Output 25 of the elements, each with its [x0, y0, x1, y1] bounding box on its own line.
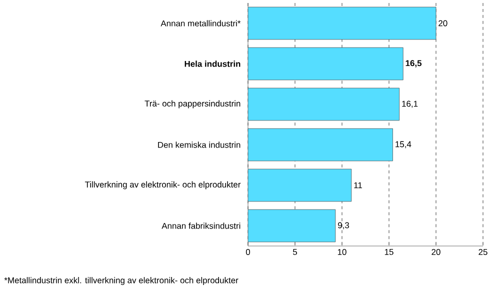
- x-tick-label: 25: [478, 249, 488, 256]
- data-label: 11: [354, 182, 362, 188]
- text: *Metallindustrin exkl. tillverkning av elektronik- och elprodukter: [4, 277, 238, 285]
- y-tick-label: Hela industrin: [184, 60, 240, 67]
- data-label: 9,3: [338, 222, 350, 230]
- bar: [248, 209, 336, 242]
- y-tick-label: Annan fabriksindustri: [162, 222, 240, 229]
- bar: [248, 6, 436, 40]
- bar: [248, 88, 400, 121]
- x-tick-label: 5: [292, 249, 298, 255]
- x-tick-label: 20: [432, 249, 440, 256]
- data-label: 16,1: [402, 100, 418, 108]
- bar: [248, 128, 393, 162]
- x-tick-label: 0: [246, 249, 250, 256]
- y-tick-label: Den kemiska industrin: [158, 142, 240, 148]
- x-tick-label: 10: [338, 249, 346, 256]
- data-label: 20: [438, 20, 448, 26]
- bar: [248, 47, 404, 80]
- y-tick-label: Annan metallindustri*: [160, 20, 241, 26]
- data-label: 15,4: [396, 141, 412, 148]
- data-label: 16,5: [406, 60, 422, 68]
- y-tick-label: Trä- och pappersindustrin: [144, 100, 240, 108]
- bar: [248, 168, 352, 202]
- y-tick-label: Tillverkning av elektronik- och elprodukter: [84, 181, 241, 190]
- x-tick-label: 15: [384, 249, 394, 255]
